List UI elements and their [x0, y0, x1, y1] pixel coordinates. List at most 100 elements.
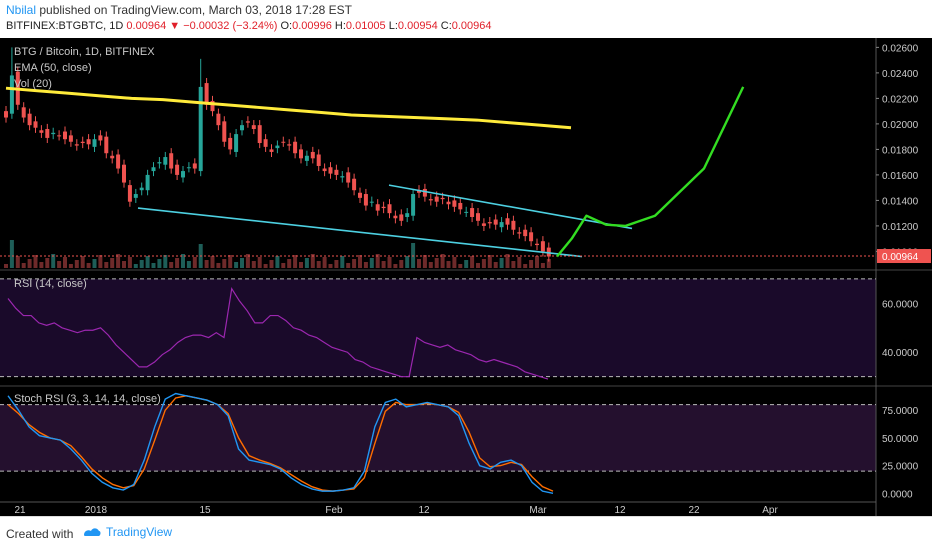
chart-canvas[interactable]: 0.02600 0.02400 0.02200 0.02000 0.01800 0.016…: [0, 38, 932, 516]
volume-bar: [346, 263, 351, 268]
candle: [452, 200, 457, 207]
volume-bar: [151, 263, 156, 268]
created-with-text: Created with: [6, 527, 74, 541]
published-line: Nbilal published on TradingView.com, Mar…: [6, 3, 352, 17]
candle: [422, 188, 427, 197]
volume-bar: [27, 259, 32, 268]
volume-bar: [133, 264, 138, 268]
volume-bar: [163, 255, 168, 268]
volume-bar: [310, 254, 315, 268]
volume-bar: [110, 258, 115, 268]
candle: [304, 155, 309, 161]
volume-bar: [222, 259, 227, 268]
ema-line: [5, 86, 572, 130]
candle: [405, 213, 410, 217]
candle: [169, 153, 174, 169]
volume-bar: [192, 257, 197, 268]
volume-bar: [15, 256, 20, 268]
candle: [381, 206, 386, 209]
volume-bar: [21, 263, 26, 268]
volume-bar: [293, 255, 298, 268]
volume-bar: [428, 262, 433, 268]
candle: [39, 130, 44, 133]
rsi-pane-title: RSI (14, close): [14, 278, 87, 290]
candle: [110, 155, 115, 159]
quote-line: BITFINEX:BTGBTC, 1D 0.00964 ▼ −0.00032 (…: [6, 20, 492, 32]
volume-bar: [481, 259, 486, 268]
volume-bar: [499, 258, 504, 268]
candle: [198, 86, 203, 172]
stoch-tick-label: 50.0000: [882, 434, 919, 445]
candle: [440, 197, 445, 200]
time-tick-label: Apr: [762, 505, 778, 516]
time-tick-label: Mar: [529, 505, 547, 516]
chart-header: Nbilal published on TradingView.com, Mar…: [0, 0, 932, 38]
volume-bar: [33, 255, 38, 268]
volume-bar: [334, 260, 339, 268]
low-label: L:: [388, 20, 398, 32]
candle: [68, 135, 73, 142]
volume-bar: [145, 256, 150, 268]
stoch-d-line: [7, 395, 554, 492]
candle: [263, 139, 268, 147]
volume-bar: [234, 262, 239, 268]
candle: [328, 167, 333, 174]
candle: [493, 219, 498, 225]
candle: [369, 201, 374, 203]
candle: [4, 111, 8, 118]
published-text: published on TradingView.com, March 03, …: [36, 3, 352, 17]
candle: [458, 202, 463, 210]
candle: [417, 190, 421, 193]
time-tick-label: 22: [688, 505, 700, 516]
candle: [517, 232, 522, 234]
price-change: −0.00032 (−3.24%): [183, 20, 278, 32]
close-label: C:: [440, 20, 452, 32]
volume-bar: [39, 262, 44, 268]
volume-bar: [269, 260, 274, 268]
volume-bar: [204, 260, 209, 268]
candle: [181, 171, 185, 178]
price-pane-title: BTG / Bitcoin, 1D, BITFINEX: [14, 46, 155, 58]
candle: [80, 141, 85, 144]
candle: [222, 121, 227, 142]
candle: [63, 131, 67, 140]
volume-bar: [417, 259, 421, 268]
candle: [393, 215, 398, 219]
candle: [192, 163, 197, 169]
candle: [293, 141, 298, 154]
candle: [33, 121, 38, 128]
candle: [535, 243, 539, 246]
volume-bar: [316, 261, 321, 268]
candle: [98, 135, 103, 141]
volume-bar: [92, 259, 97, 268]
candle: [334, 169, 339, 175]
volume-bar: [4, 264, 8, 268]
candle: [499, 222, 504, 228]
projection-path: [556, 86, 745, 258]
price-tick-label: 0.02000: [882, 120, 919, 131]
author-link[interactable]: Nbilal: [6, 3, 37, 17]
candle: [269, 149, 274, 152]
time-tick-label: 12: [418, 505, 430, 516]
stoch-band: [0, 404, 876, 472]
candle: [275, 145, 280, 149]
down-arrow-icon: ▼: [169, 20, 181, 32]
volume-bar: [511, 261, 516, 268]
volume-bar: [523, 264, 528, 268]
volume-bar: [529, 260, 534, 268]
candle: [216, 113, 221, 126]
chart-svg[interactable]: 0.02600 0.02400 0.02200 0.02000 0.01800 0.016…: [0, 38, 932, 516]
volume-bar: [440, 254, 445, 268]
candle: [487, 222, 492, 224]
candle: [251, 125, 256, 129]
volume-bar: [57, 261, 62, 268]
price-tick-label: 0.01200: [882, 222, 919, 233]
tradingview-brand[interactable]: TradingView: [82, 525, 172, 539]
stoch-pane-title: Stoch RSI (3, 3, 14, 14, close): [14, 393, 161, 405]
candle: [27, 113, 32, 126]
candle: [470, 208, 475, 217]
stoch-k-line: [7, 392, 554, 495]
candle: [163, 157, 168, 165]
volume-bar: [116, 254, 121, 268]
last-price-tag-label: 0.00964: [882, 252, 919, 263]
